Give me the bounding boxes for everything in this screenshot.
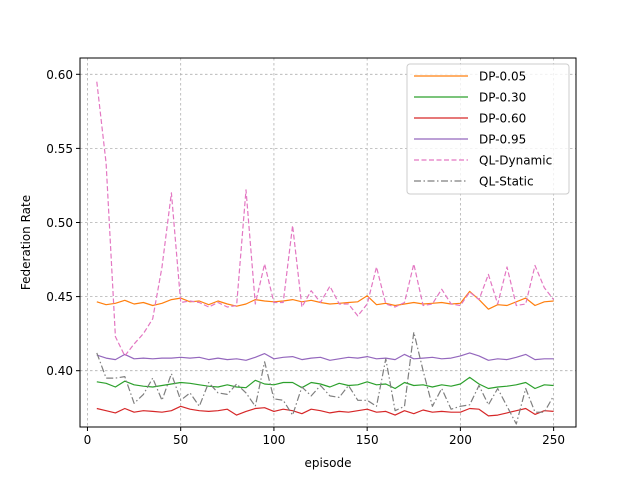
legend-label-dp-0-30: DP-0.30 (479, 91, 526, 105)
y-tick-label: 0.45 (46, 290, 73, 304)
series-line-dp-0-30 (96, 376, 554, 390)
legend-label-ql-static: QL-Static (479, 175, 534, 189)
series-line-dp-0-60 (96, 405, 554, 417)
series-line-ql-static (96, 331, 555, 425)
x-tick-label: 0 (84, 433, 92, 447)
legend: DP-0.05 DP-0.30 DP-0.60 DP-0.95 QL-Dynamic QL… (406, 63, 570, 195)
x-axis-label: episode (305, 456, 352, 470)
x-tick-label: 200 (449, 433, 472, 447)
y-tick-label: 0.60 (46, 68, 73, 82)
x-tick-label: 150 (356, 433, 379, 447)
y-axis-ticks: 0.40 0.45 0.50 0.55 0.60 (46, 68, 80, 378)
legend-label-ql-dynamic: QL-Dynamic (479, 154, 552, 168)
series-lines (96, 81, 555, 425)
plot-frame (79, 57, 577, 428)
y-tick-label: 0.50 (46, 216, 73, 230)
legend-label-dp-0-60: DP-0.60 (479, 112, 526, 126)
x-tick-label: 100 (262, 433, 285, 447)
y-tick-label: 0.55 (46, 142, 73, 156)
y-axis-label: Federation Rate (19, 195, 33, 290)
legend-label-dp-0-05: DP-0.05 (479, 70, 526, 84)
series-line-ql-dynamic (96, 81, 555, 357)
x-axis-ticks: 0 50 100 150 200 250 (84, 427, 565, 447)
y-tick-label: 0.40 (46, 364, 73, 378)
x-tick-label: 50 (173, 433, 188, 447)
x-tick-label: 250 (542, 433, 565, 447)
legend-label-dp-0-95: DP-0.95 (479, 133, 526, 147)
series-line-dp-0-95 (96, 352, 554, 361)
